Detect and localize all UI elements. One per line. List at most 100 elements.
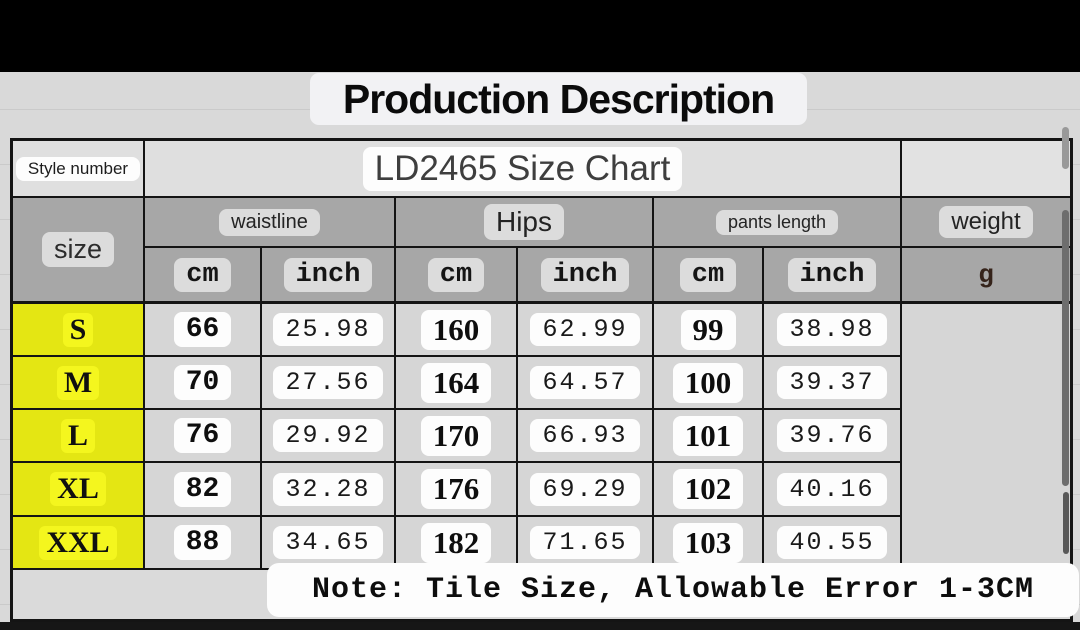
value-text: 103 xyxy=(672,522,744,563)
value-text: 101 xyxy=(672,415,744,456)
value-text: 27.56 xyxy=(273,366,383,399)
value-cell: 176 xyxy=(396,463,518,517)
style-number-cell: Style number xyxy=(13,141,145,198)
value-cell: 38.98 xyxy=(764,304,902,357)
unit-pants-cm: cm xyxy=(679,257,737,292)
scrollbar-thumb[interactable] xyxy=(1062,210,1069,486)
value-cell: 100 xyxy=(654,357,764,410)
chart-title-cell: LD2465 Size Chart xyxy=(145,141,902,198)
value-cell: 164 xyxy=(396,357,518,410)
size-cell-xxl: XXL xyxy=(13,517,145,570)
value-text: 25.98 xyxy=(273,313,383,346)
size-cell-s: S xyxy=(13,304,145,357)
value-text: 99 xyxy=(680,309,736,350)
size-cell-m: M xyxy=(13,357,145,410)
weight-values-cell xyxy=(902,304,1070,570)
scrollbar-segment-bottom[interactable] xyxy=(1063,492,1069,554)
size-letter: XXL xyxy=(39,525,117,560)
size-letter: S xyxy=(62,312,94,347)
value-text: 70 xyxy=(173,365,232,400)
size-header-label: size xyxy=(41,232,114,267)
value-cell: 25.98 xyxy=(262,304,396,357)
page-title-text: Production Description xyxy=(342,75,775,122)
weight-label: weight xyxy=(939,206,1033,238)
unit-cell-pants-inch: inch xyxy=(764,248,902,304)
value-text: 40.16 xyxy=(777,472,887,506)
value-cell: 66.93 xyxy=(518,410,654,463)
value-text: 69.29 xyxy=(530,472,640,506)
value-cell: 182 xyxy=(396,517,518,570)
size-letter: M xyxy=(56,365,100,400)
value-text: 170 xyxy=(420,415,492,456)
waistline-label: waistline xyxy=(219,208,320,236)
unit-cell-pants-cm: cm xyxy=(654,248,764,304)
note-row: Note: Tile Size, Allowable Error 1-3CM xyxy=(13,563,1079,619)
value-text: 100 xyxy=(672,362,744,403)
value-cell: 34.65 xyxy=(262,517,396,570)
size-header-cell: size xyxy=(13,198,145,304)
value-cell: 69.29 xyxy=(518,463,654,517)
value-cell: 39.76 xyxy=(764,410,902,463)
unit-weight-g: g xyxy=(978,259,994,290)
value-text: 39.37 xyxy=(777,366,887,399)
value-text: 102 xyxy=(672,469,744,509)
value-cell: 40.55 xyxy=(764,517,902,570)
size-cell-xl: XL xyxy=(13,463,145,517)
bottom-dark-bar xyxy=(0,622,1080,630)
value-cell: 99 xyxy=(654,304,764,357)
value-text: 71.65 xyxy=(530,526,640,559)
value-text: 29.92 xyxy=(273,419,383,452)
size-letter: XL xyxy=(50,472,106,506)
unit-cell-hips-inch: inch xyxy=(518,248,654,304)
value-cell: 102 xyxy=(654,463,764,517)
style-number-label: Style number xyxy=(15,156,141,181)
value-cell: 29.92 xyxy=(262,410,396,463)
value-cell: 70 xyxy=(145,357,262,410)
value-text: 38.98 xyxy=(777,313,887,346)
hips-label: Hips xyxy=(483,204,564,240)
value-text: 66.93 xyxy=(530,419,640,452)
value-text: 176 xyxy=(420,469,492,509)
unit-cell-waist-inch: inch xyxy=(262,248,396,304)
value-cell: 101 xyxy=(654,410,764,463)
weight-header-cell: weight xyxy=(902,198,1070,248)
page-title: Production Description xyxy=(310,73,807,125)
size-chart-table: Style number LD2465 Size Chart size wais… xyxy=(10,138,1079,622)
unit-hips-inch: inch xyxy=(540,257,630,292)
top-black-bar xyxy=(0,0,1080,72)
value-text: 40.55 xyxy=(777,526,887,559)
value-text: 88 xyxy=(173,525,232,560)
pants-length-header-cell: pants length xyxy=(654,198,902,248)
chart-title: LD2465 Size Chart xyxy=(362,146,683,191)
value-cell: 39.37 xyxy=(764,357,902,410)
note-patch: Note: Tile Size, Allowable Error 1-3CM xyxy=(267,563,1079,617)
value-text: 34.65 xyxy=(273,526,383,559)
value-cell: 64.57 xyxy=(518,357,654,410)
pants-length-label: pants length xyxy=(715,209,839,235)
unit-cell-hips-cm: cm xyxy=(396,248,518,304)
unit-pants-inch: inch xyxy=(787,257,877,292)
value-text: 164 xyxy=(420,362,492,403)
value-cell: 76 xyxy=(145,410,262,463)
value-cell: 66 xyxy=(145,304,262,357)
size-letter: L xyxy=(60,418,95,453)
unit-waist-cm: cm xyxy=(174,257,231,292)
row1-empty-cell xyxy=(902,141,1070,198)
waistline-header-cell: waistline xyxy=(145,198,396,248)
value-cell: 62.99 xyxy=(518,304,654,357)
value-text: 76 xyxy=(173,418,232,453)
unit-cell-waist-cm: cm xyxy=(145,248,262,304)
size-cell-l: L xyxy=(13,410,145,463)
value-text: 160 xyxy=(420,309,492,350)
unit-hips-cm: cm xyxy=(427,257,485,292)
note-text: Note: Tile Size, Allowable Error 1-3CM xyxy=(311,573,1035,607)
value-text: 182 xyxy=(420,522,492,563)
unit-waist-inch: inch xyxy=(283,257,373,292)
value-cell: 160 xyxy=(396,304,518,357)
unit-cell-weight-g: g xyxy=(902,248,1070,304)
scrollbar-segment-top[interactable] xyxy=(1062,127,1069,169)
value-cell: 170 xyxy=(396,410,518,463)
hips-header-cell: Hips xyxy=(396,198,654,248)
value-cell: 40.16 xyxy=(764,463,902,517)
value-text: 66 xyxy=(173,312,232,347)
